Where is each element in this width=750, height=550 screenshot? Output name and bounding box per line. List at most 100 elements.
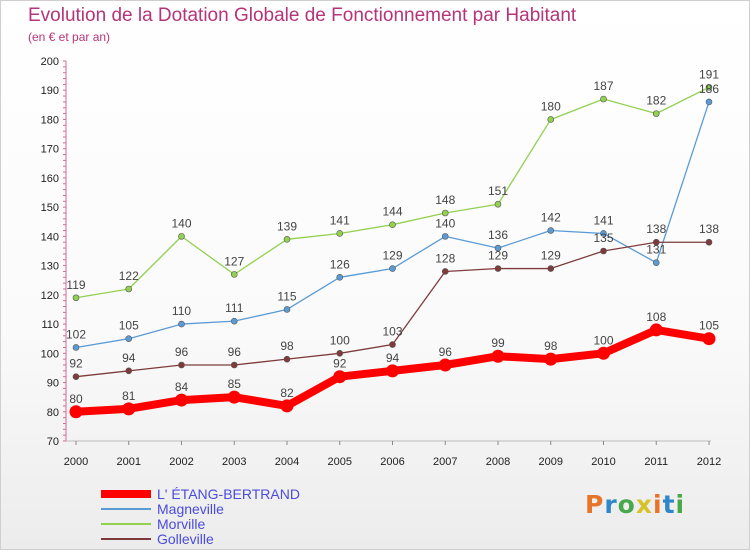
data-point	[600, 247, 607, 255]
data-point	[227, 390, 241, 404]
data-point	[125, 285, 133, 293]
x-tick-label: 2012	[697, 456, 721, 468]
data-point	[597, 346, 610, 360]
data-label: 94	[122, 351, 136, 365]
x-tick-label: 2008	[486, 456, 510, 468]
data-point	[649, 323, 663, 337]
data-point	[600, 95, 607, 103]
proxiti-logo: Proxiti	[585, 490, 685, 519]
data-point	[125, 335, 133, 342]
data-label: 96	[175, 345, 189, 359]
y-tick-label: 90	[47, 378, 59, 390]
data-label: 100	[330, 333, 350, 347]
data-point	[72, 373, 80, 380]
legend-item: Morville	[101, 516, 401, 532]
x-tick-label: 2011	[644, 456, 668, 468]
data-point	[178, 320, 185, 328]
data-label: 140	[171, 216, 191, 230]
data-point	[280, 399, 294, 413]
x-tick-label: 2007	[433, 456, 457, 468]
data-point	[386, 364, 399, 378]
line-chart: 7080901001101201301401501601701801902002…	[41, 56, 722, 468]
data-label: 81	[122, 389, 136, 403]
legend-swatch	[101, 490, 151, 498]
data-point	[72, 294, 80, 302]
data-point	[702, 332, 716, 346]
y-tick-label: 170	[41, 144, 59, 156]
data-point	[389, 221, 396, 228]
data-point	[652, 238, 660, 246]
legend-swatch	[101, 523, 151, 525]
data-point	[283, 306, 291, 313]
data-point	[441, 209, 449, 217]
legend-swatch	[101, 508, 151, 510]
legend-label: L' ÉTANG-BERTRAND	[157, 486, 300, 502]
y-tick-label: 190	[41, 85, 59, 97]
data-label: 131	[646, 243, 666, 257]
data-point	[178, 233, 185, 240]
data-label: 148	[435, 193, 455, 207]
logo-letter: o	[617, 490, 636, 519]
data-point	[494, 265, 502, 272]
y-tick-label: 110	[41, 319, 59, 331]
data-point	[652, 110, 660, 117]
data-point	[336, 350, 344, 357]
data-label: 138	[699, 222, 719, 236]
logo-letter: P	[585, 490, 605, 519]
legend-item: L' ÉTANG-BERTRAND	[101, 486, 401, 502]
data-label: 108	[646, 310, 666, 324]
data-label: 182	[646, 94, 666, 108]
y-tick-label: 80	[47, 407, 59, 419]
y-tick-label: 150	[41, 202, 59, 214]
data-point	[494, 200, 502, 208]
data-label: 110	[172, 304, 191, 318]
chart-subtitle: (en € et par an)	[28, 30, 111, 44]
data-point	[441, 233, 449, 240]
data-label: 84	[175, 380, 189, 394]
data-label: 98	[280, 339, 294, 353]
legend-item: Magneville	[101, 501, 401, 517]
data-label: 151	[488, 184, 508, 198]
data-label: 94	[386, 351, 400, 365]
logo-letter: t	[662, 490, 676, 519]
data-point	[333, 370, 347, 384]
legend-swatch	[101, 538, 151, 540]
data-point	[336, 274, 344, 281]
data-label: 126	[330, 257, 350, 271]
data-label: 102	[66, 327, 86, 341]
x-tick-label: 2001	[117, 456, 141, 468]
data-point	[283, 355, 291, 363]
legend: L' ÉTANG-BERTRAND Magneville Morville Golle…	[101, 486, 401, 547]
legend-label: Morville	[157, 516, 206, 532]
legend-label: Magneville	[157, 501, 224, 517]
data-label: 92	[333, 357, 347, 371]
y-tick-label: 160	[41, 173, 59, 185]
data-label: 99	[491, 336, 505, 350]
logo-letter: i	[653, 490, 663, 519]
y-tick-label: 120	[41, 290, 59, 302]
data-point	[438, 358, 452, 372]
data-point	[547, 116, 555, 123]
y-tick-label: 100	[41, 348, 59, 360]
data-point	[652, 259, 660, 266]
data-point	[72, 344, 80, 351]
data-label: 98	[544, 339, 558, 353]
data-label: 85	[228, 377, 242, 391]
data-point	[389, 265, 396, 272]
data-point	[336, 230, 344, 237]
logo-letter: r	[604, 490, 618, 519]
x-tick-label: 2000	[64, 456, 88, 468]
data-point	[125, 367, 133, 375]
logo-letter: i	[675, 490, 686, 519]
data-label: 129	[541, 249, 561, 263]
data-label: 138	[646, 222, 666, 236]
y-tick-label: 70	[47, 436, 59, 448]
x-tick-label: 2002	[169, 456, 193, 468]
data-label: 142	[541, 211, 561, 225]
y-tick-label: 180	[41, 114, 59, 126]
data-label: 140	[435, 216, 455, 230]
data-label: 135	[593, 231, 613, 245]
data-label: 144	[382, 205, 402, 219]
data-label: 96	[228, 345, 242, 359]
data-label: 187	[593, 79, 613, 93]
